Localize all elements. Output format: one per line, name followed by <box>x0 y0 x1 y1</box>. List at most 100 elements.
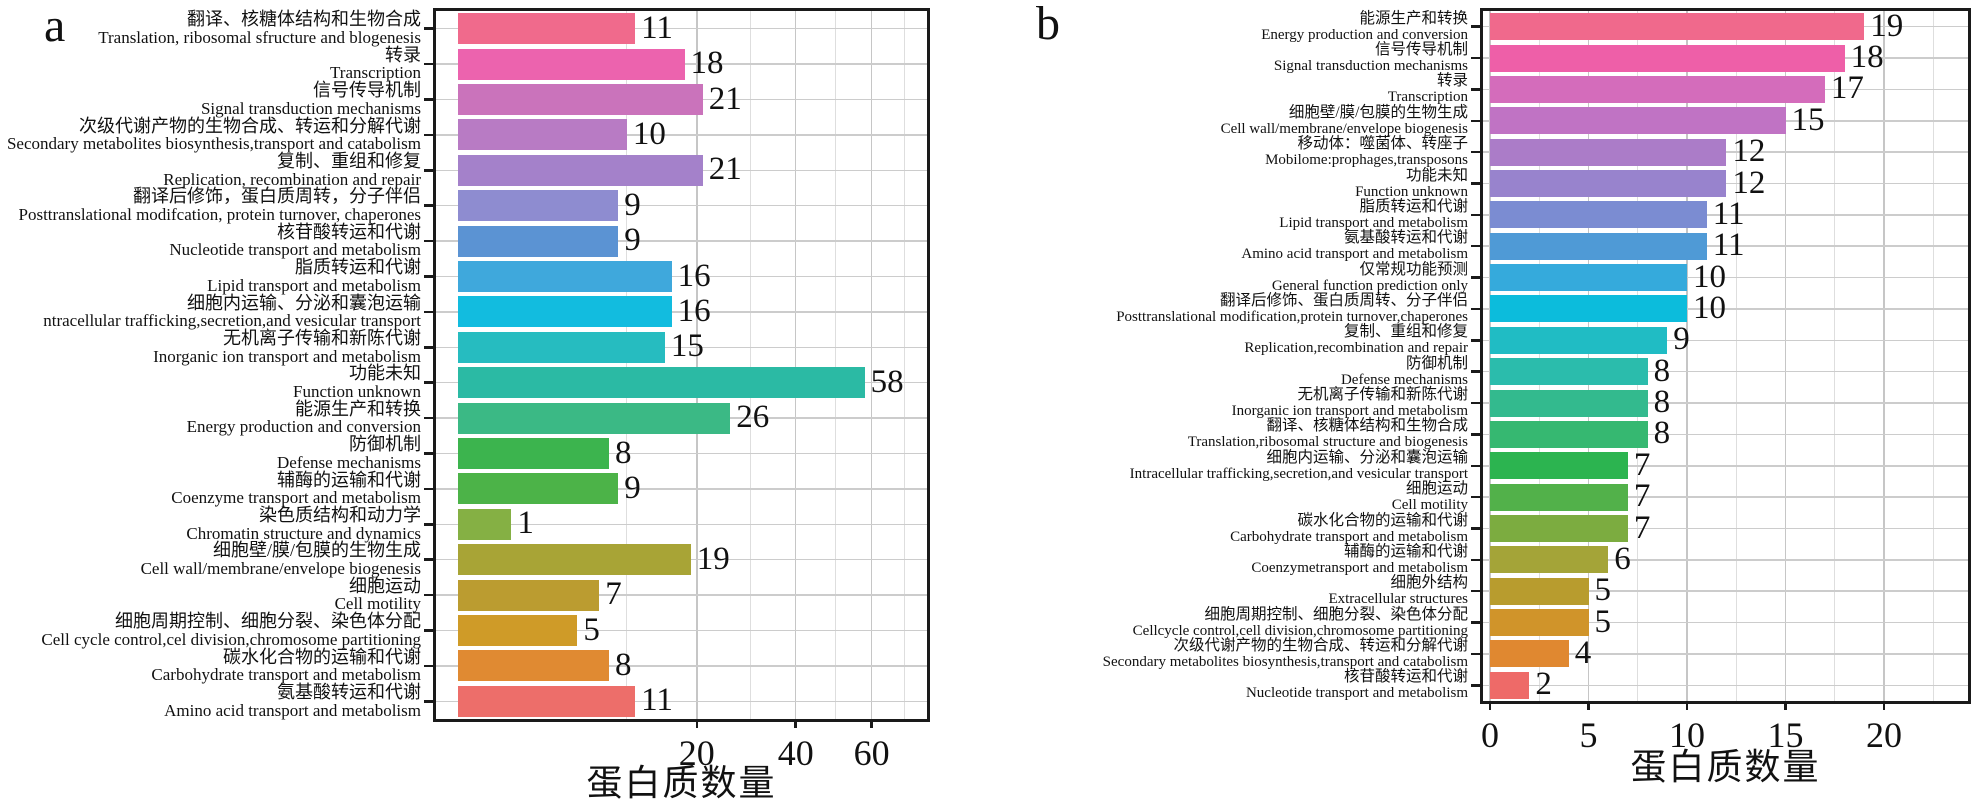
y-axis-tick <box>424 452 433 455</box>
category-label: 仅常规功能预测 General function prediction only <box>845 260 1468 294</box>
bar-a-8 <box>458 261 672 292</box>
y-axis-tick <box>1471 401 1480 405</box>
category-label-zh: 细胞内运输、分泌和囊泡运输 <box>1266 448 1468 466</box>
bar-b-20 <box>1490 609 1589 637</box>
y-gridline <box>436 629 927 632</box>
category-label-zh: 核苷酸转运和代谢 <box>1343 668 1468 686</box>
category-label: 辅酶的运输和代谢 Coenzymetransport and metabolism <box>845 543 1468 576</box>
category-label-en: Amino acid transport and metabolism <box>1241 246 1468 263</box>
bar-value-label: 11 <box>1712 195 1745 232</box>
bar-value-label: 26 <box>736 399 770 436</box>
category-label: 脂质转运和代谢 Lipid transport and metabolism <box>845 198 1468 231</box>
y-gridline <box>1483 339 1968 342</box>
y-axis-tick <box>1471 495 1480 499</box>
category-label-en: Extracellular structures <box>1328 591 1468 608</box>
bar-b-12 <box>1490 358 1648 386</box>
bar-value-label: 8 <box>1653 352 1671 389</box>
bar-a-15 <box>458 508 512 540</box>
bar-b-21 <box>1490 640 1569 668</box>
bar-value-label: 8 <box>615 646 632 683</box>
category-label-zh: 功能未知 <box>1405 166 1468 184</box>
category-label-zh: 碳水化合物的运输和代谢 <box>223 646 421 667</box>
category-label: 无机离子传输和新陈代谢 Inorganic ion transport and m… <box>0 329 421 365</box>
category-label-en: Posttranslational modification,protein t… <box>1116 308 1468 325</box>
bar-value-label: 8 <box>1653 415 1671 452</box>
plot-area-a: 11 18 21 10 21 9 9 16 16 15 58 26 8 9 1 19 7 5 8 11 20 40 60 <box>424 8 930 771</box>
bar-b-4 <box>1490 107 1786 135</box>
bar-value-label: 19 <box>696 540 730 577</box>
bar-value-label: 18 <box>1850 39 1884 76</box>
bar-value-label: 21 <box>708 151 742 188</box>
x-axis-tick-label: 20 <box>678 733 715 773</box>
category-label-en: Posttranslational modifcation, protein t… <box>18 204 422 224</box>
category-label-zh: 防御机制 <box>1405 354 1468 372</box>
y-axis-tick <box>424 381 433 384</box>
x-gridline-minor <box>1932 11 1934 701</box>
category-label-zh: 信号传导机制 <box>313 80 421 101</box>
category-label-en: Lipid transport and metabolism <box>207 275 421 295</box>
y-axis-tick <box>424 239 433 243</box>
category-label: 翻译、核糖体结构和生物合成 Translation, ribosomal sfru… <box>0 10 421 46</box>
category-label-en: Cell motility <box>1391 497 1468 514</box>
category-label-en: Coenzyme transport and metabolism <box>171 488 421 508</box>
bar-value-label: 15 <box>1791 101 1825 138</box>
category-label: 转录 Transcription <box>845 73 1468 106</box>
bar-value-label: 4 <box>1574 634 1592 671</box>
category-label-en: Energy production and conversion <box>186 417 421 437</box>
category-label-en: Carbohydrate transport and metabolism <box>151 665 421 685</box>
y-gridline <box>436 523 927 526</box>
category-label-en: Cell wall/membrane/envelope biogenesis <box>1220 120 1468 137</box>
category-label-zh: 复制、重组和修复 <box>1343 323 1468 341</box>
x-gridline-minor <box>1834 11 1836 701</box>
bar-value-label: 11 <box>641 682 673 719</box>
x-gridline-major <box>794 11 797 719</box>
y-axis-tick <box>424 27 433 30</box>
category-label-en: Amino acid transport and metabolism <box>164 700 421 720</box>
y-axis-tick <box>424 133 433 137</box>
category-label-zh: 细胞内运输、分泌和囊泡运输 <box>187 292 421 313</box>
category-label: 氨基酸转运和代谢 Amino acid transport and metabol… <box>0 682 421 720</box>
y-gridline <box>1483 684 1968 687</box>
category-label-zh: 能源生产和转换 <box>1359 9 1468 27</box>
bar-b-18 <box>1490 546 1609 574</box>
category-label-zh: 细胞周期控制、细胞分裂、染色体分配 <box>1204 605 1468 623</box>
category-label-zh: 复制、重组和修复 <box>277 151 421 172</box>
category-label-zh: 次级代谢产物的生物合成、转运和分解代谢 <box>1173 636 1468 654</box>
category-label-en: Cell cycle control,cel division,chromoso… <box>41 629 421 649</box>
category-label: 细胞周期控制、细胞分裂、染色体分配 Cellcycle control,cell … <box>845 605 1468 639</box>
bar-a-18 <box>458 615 578 646</box>
category-label-zh: 氨基酸转运和代谢 <box>277 682 421 703</box>
bar-b-6 <box>1490 170 1727 197</box>
bar-value-label: 2 <box>1535 666 1552 703</box>
y-gridline <box>1483 214 1968 216</box>
category-label-en: Mobilome:prophages,transposons <box>1265 152 1468 169</box>
x-gridline-major <box>1489 11 1491 701</box>
bar-b-5 <box>1490 138 1727 166</box>
category-label: 细胞壁/膜/包膜的生物生成 Cell wall/membrane/envelope… <box>0 541 421 577</box>
category-label-zh: 仅常规功能预测 <box>1359 260 1468 278</box>
category-label-zh: 翻译、核糖体结构和生物合成 <box>1266 417 1468 435</box>
category-label-en: Intracellular trafficking,secretion,and … <box>1129 465 1468 482</box>
x-gridline-minor <box>749 11 751 719</box>
bar-a-7 <box>458 225 619 257</box>
y-gridline <box>436 240 927 242</box>
y-gridline <box>1483 276 1968 279</box>
y-gridline <box>1483 370 1968 373</box>
bar-b-2 <box>1490 44 1845 72</box>
category-label: 信号传导机制 Signal transduction mechanisms <box>845 42 1468 75</box>
y-gridline <box>436 665 927 667</box>
category-label: 核苷酸转运和代谢 Nucleotide transport and metabol… <box>845 668 1468 702</box>
y-gridline <box>1483 245 1968 247</box>
category-label-zh: 细胞运动 <box>349 575 421 596</box>
category-label: 无机离子传输和新陈代谢 Inorganic ion transport and m… <box>845 387 1468 420</box>
category-label-zh: 功能未知 <box>349 363 421 384</box>
category-label-en: Nucleotide transport and metabolism <box>1245 685 1468 702</box>
x-axis-tick-label: 15 <box>1767 715 1804 755</box>
y-axis-tick <box>1471 213 1480 217</box>
plot-area-b: 19 18 17 15 12 12 11 11 10 10 9 8 8 8 7 7 7 6 5 5 4 2 0 5 10 15 20 <box>1471 8 1971 753</box>
bar-a-1 <box>458 13 636 45</box>
category-label-en: Function unknown <box>1355 183 1468 200</box>
y-axis-tick <box>1471 589 1480 593</box>
y-axis-tick <box>1471 276 1480 279</box>
bar-value-label: 1 <box>517 505 534 542</box>
